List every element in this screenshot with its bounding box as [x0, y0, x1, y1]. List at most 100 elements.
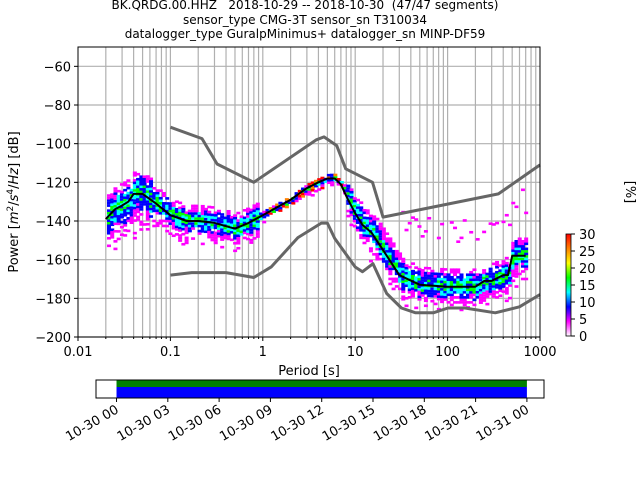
heatmap-cell — [171, 216, 176, 220]
heatmap-cell — [220, 220, 225, 224]
heatmap-cell — [255, 212, 260, 216]
heatmap-cell — [184, 241, 189, 245]
heatmap-cell — [255, 220, 260, 223]
heatmap-cell — [152, 219, 157, 223]
heatmap-cell — [132, 196, 137, 200]
heatmap-cell — [511, 261, 516, 265]
heatmap-cell — [207, 205, 212, 209]
heatmap-cell — [106, 236, 111, 240]
heatmap-cell — [110, 195, 115, 199]
heatmap-cell — [132, 209, 137, 212]
heatmap-cell — [514, 242, 519, 246]
heatmap-cell — [142, 198, 147, 201]
heatmap-cell — [320, 181, 325, 185]
heatmap-cell — [278, 206, 283, 210]
heatmap-cell — [171, 219, 176, 222]
coverage-tick-label: 10-30 15 — [320, 402, 378, 444]
heatmap-cell — [294, 192, 299, 195]
y-tick-label: −160 — [35, 254, 71, 269]
heatmap-cell — [469, 280, 474, 284]
heatmap-cell — [514, 245, 519, 248]
heatmap-cell — [262, 220, 267, 224]
heatmap-cell — [524, 260, 529, 263]
heatmap-cell — [197, 222, 202, 225]
heatmap-cell — [346, 187, 351, 190]
heatmap-cell — [478, 278, 483, 282]
heatmap-cell — [504, 299, 509, 303]
heatmap-cell — [482, 274, 487, 277]
heatmap-cell — [462, 288, 467, 292]
heatmap-cell — [365, 209, 370, 212]
heatmap-cell — [368, 259, 373, 263]
colorbar-label: [%] — [622, 181, 637, 204]
heatmap-cell — [191, 222, 196, 225]
heatmap-cell — [161, 207, 166, 210]
heatmap-cell — [495, 270, 500, 274]
heatmap-cell — [391, 267, 396, 271]
series-line-nlnm — [170, 221, 541, 315]
heatmap-cell — [320, 184, 325, 187]
heatmap-cell — [268, 207, 273, 210]
heatmap-cell — [216, 229, 221, 233]
heatmap-cell — [178, 219, 183, 222]
heatmap-cell — [223, 236, 228, 240]
heatmap-cell — [207, 228, 212, 231]
heatmap-cell — [352, 214, 357, 218]
heatmap-cell — [142, 223, 147, 226]
heatmap-cell — [281, 204, 286, 208]
heatmap-cell — [126, 179, 131, 182]
heatmap-cell — [116, 220, 121, 223]
heatmap-cell — [145, 185, 150, 188]
heatmap-cell — [504, 276, 509, 280]
heatmap-cell — [433, 302, 438, 306]
heatmap-cell — [165, 197, 170, 200]
heatmap-cell — [381, 260, 386, 263]
heatmap-cell — [123, 219, 128, 222]
heatmap-cell — [414, 288, 419, 292]
heatmap-cell — [417, 295, 422, 299]
heatmap-cell — [372, 225, 377, 229]
heatmap-cell — [440, 298, 445, 301]
heatmap-cell — [482, 281, 487, 285]
heatmap-cell — [378, 232, 383, 236]
heatmap-cell — [446, 290, 451, 294]
heatmap-cell — [401, 285, 406, 289]
heatmap-cell — [123, 206, 128, 210]
heatmap-cell — [317, 188, 322, 191]
heatmap-cell — [517, 272, 522, 276]
heatmap-cell — [200, 217, 205, 221]
heatmap-cell — [301, 192, 306, 196]
heatmap-cell — [255, 227, 260, 231]
heatmap-cell — [132, 184, 137, 187]
heatmap-cell — [391, 254, 396, 258]
heatmap-cell — [446, 293, 451, 297]
heatmap-cell — [378, 247, 383, 251]
heatmap-cell — [255, 222, 260, 226]
heatmap-cell — [210, 238, 215, 242]
heatmap-cell — [524, 267, 529, 271]
heatmap-cell — [278, 201, 283, 205]
heatmap-cell — [501, 270, 506, 273]
heatmap-cell — [401, 282, 406, 286]
heatmap-cell — [462, 283, 467, 287]
heatmap-cell — [184, 229, 189, 232]
heatmap-cell — [252, 226, 257, 230]
heatmap-cell — [139, 223, 144, 226]
heatmap-cell — [165, 204, 170, 208]
heatmap-cell — [381, 237, 386, 241]
heatmap-cell — [165, 224, 170, 228]
heatmap-cell — [249, 226, 254, 229]
heatmap-cell — [378, 230, 383, 233]
heatmap-cell — [226, 215, 231, 218]
heatmap-cell — [436, 282, 441, 286]
heatmap-cell — [106, 244, 111, 248]
heatmap-cell — [207, 218, 212, 221]
heatmap-cell — [152, 204, 157, 208]
heatmap-cell — [469, 230, 474, 234]
heatmap-cell — [378, 235, 383, 238]
heatmap-cell — [191, 227, 196, 230]
heatmap-cell — [349, 213, 354, 217]
heatmap-cell — [333, 176, 338, 179]
heatmap-cell — [191, 224, 196, 228]
heatmap-cell — [485, 292, 490, 296]
